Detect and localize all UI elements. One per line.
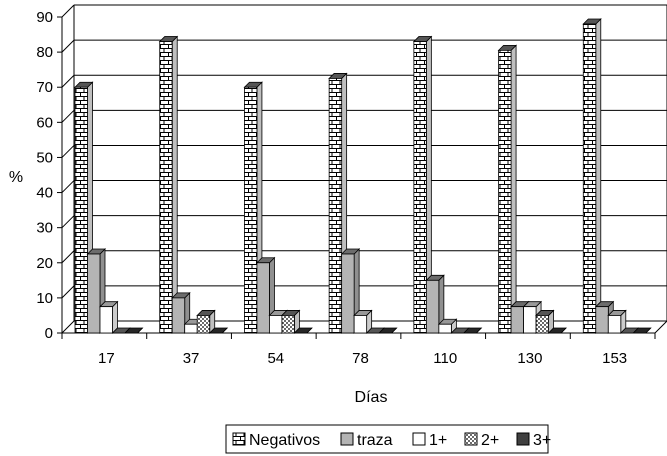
gridline-side xyxy=(61,4,75,18)
legend-item: Negativos xyxy=(232,432,320,449)
legend-box xyxy=(225,424,549,454)
bar xyxy=(607,309,627,334)
legend-item: 3+ xyxy=(516,432,551,449)
bar xyxy=(280,309,301,334)
y-tick-label: 80 xyxy=(36,44,53,61)
bars xyxy=(74,18,652,334)
gridline-side xyxy=(61,109,75,123)
legend-item: 2+ xyxy=(464,432,499,449)
bar xyxy=(293,327,313,334)
x-tick-label: 37 xyxy=(183,350,200,367)
axes xyxy=(61,5,667,334)
legend-item: 1+ xyxy=(412,432,447,449)
gridline-side xyxy=(61,215,75,229)
bar xyxy=(208,327,229,334)
legend-swatch xyxy=(464,432,478,446)
bar xyxy=(412,35,433,334)
x-tick-label: 153 xyxy=(602,350,627,367)
legend-swatch xyxy=(340,432,354,446)
y-tick-label: 50 xyxy=(36,149,53,166)
y-tick-label: 20 xyxy=(36,255,53,272)
legend-label: 2+ xyxy=(481,432,499,449)
bar xyxy=(340,248,361,334)
legend-swatch xyxy=(232,432,246,446)
gridline-side xyxy=(61,180,75,193)
bar xyxy=(462,327,483,334)
y-tick-label: 10 xyxy=(36,290,53,307)
bar xyxy=(353,309,373,334)
legend-swatch xyxy=(516,432,530,446)
gridline-side xyxy=(61,250,75,264)
y-tick-label: 0 xyxy=(45,325,53,342)
legend-label: Negativos xyxy=(249,432,320,449)
bar xyxy=(378,327,398,334)
y-tick-label: 90 xyxy=(36,9,53,26)
gridline-side xyxy=(61,285,75,299)
bar xyxy=(196,309,216,334)
bar xyxy=(425,274,445,334)
legend-item: traza xyxy=(340,432,393,449)
legend: Negativos traza 1+ 2+ 3+ xyxy=(225,424,551,454)
bar xyxy=(124,327,144,334)
bar xyxy=(437,318,458,334)
bar xyxy=(171,291,191,334)
floor-right-edge xyxy=(654,320,667,334)
gridline-side xyxy=(61,145,75,158)
x-tick-label: 17 xyxy=(98,350,115,367)
bar xyxy=(582,18,602,334)
x-axis-label: Días xyxy=(355,389,388,406)
y-tick-label: 70 xyxy=(36,79,53,96)
x-tick-label: 110 xyxy=(433,350,457,367)
y-tick-label: 60 xyxy=(36,114,53,131)
bar xyxy=(497,44,518,334)
legend-label: 3+ xyxy=(533,432,551,449)
x-tick-label: 78 xyxy=(352,350,369,367)
bar xyxy=(594,300,615,334)
y-tick-label: 40 xyxy=(36,185,53,202)
bar xyxy=(547,327,568,334)
gridlines xyxy=(61,4,667,334)
y-axis-label: % xyxy=(9,169,23,186)
bar xyxy=(535,309,555,334)
gridline-side xyxy=(61,39,75,53)
bar xyxy=(99,300,119,334)
gridline-side xyxy=(61,320,75,334)
legend-label: 1+ xyxy=(429,432,447,449)
tick-labels: 0 10 20 30 40 50 60 70 80 90 17 37 54 78 110 130 153 xyxy=(36,9,656,367)
bar xyxy=(632,327,652,334)
x-tick-label: 130 xyxy=(517,350,542,367)
x-tick-label: 54 xyxy=(267,350,284,367)
bar xyxy=(158,35,179,334)
y-tick-label: 30 xyxy=(36,220,53,237)
legend-label: traza xyxy=(357,432,393,449)
gridline-side xyxy=(61,74,75,88)
legend-swatch xyxy=(412,432,426,446)
